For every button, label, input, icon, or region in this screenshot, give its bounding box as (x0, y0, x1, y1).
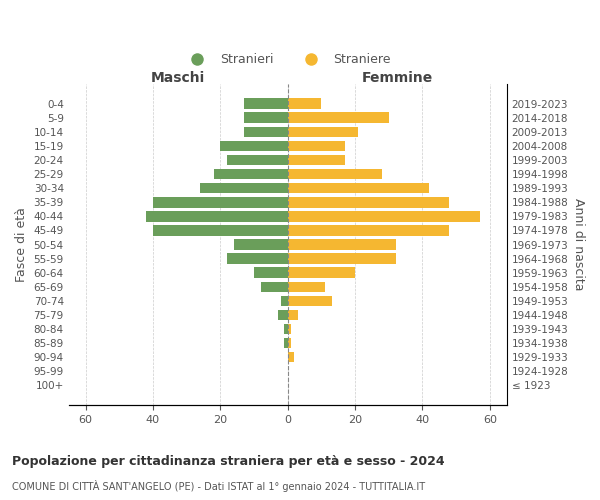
Bar (220, 140, 287, 151)
Bar (287, 98, 322, 109)
Bar (287, 225, 449, 235)
Bar (287, 268, 355, 278)
Y-axis label: Anni di nascita: Anni di nascita (572, 198, 585, 291)
Y-axis label: Fasce di età: Fasce di età (15, 207, 28, 282)
Text: COMUNE DI CITTÀ SANT'ANGELO (PE) - Dati ISTAT al 1° gennaio 2024 - TUTTITALIA.IT: COMUNE DI CITTÀ SANT'ANGELO (PE) - Dati … (12, 480, 425, 492)
Text: Popolazione per cittadinanza straniera per età e sesso - 2024: Popolazione per cittadinanza straniera p… (12, 455, 445, 468)
Bar (284, 338, 287, 348)
Bar (287, 240, 395, 250)
Bar (287, 197, 449, 207)
Bar (227, 155, 287, 166)
Bar (244, 98, 287, 109)
Bar (287, 140, 345, 151)
Bar (287, 169, 382, 179)
Bar (284, 324, 287, 334)
Bar (146, 211, 287, 222)
Bar (244, 112, 287, 123)
Bar (287, 254, 395, 264)
Text: Femmine: Femmine (362, 70, 433, 85)
Bar (153, 225, 287, 235)
Bar (287, 296, 331, 306)
Bar (234, 240, 287, 250)
Bar (287, 338, 291, 348)
Bar (287, 282, 325, 292)
Bar (281, 296, 287, 306)
Bar (153, 197, 287, 207)
Bar (287, 352, 295, 362)
Bar (244, 126, 287, 137)
Bar (287, 183, 429, 194)
Bar (214, 169, 287, 179)
Legend: Stranieri, Straniere: Stranieri, Straniere (179, 48, 395, 72)
Bar (287, 155, 345, 166)
Bar (278, 310, 287, 320)
Bar (254, 268, 287, 278)
Bar (200, 183, 287, 194)
Bar (287, 310, 298, 320)
Bar (287, 112, 389, 123)
Bar (287, 126, 358, 137)
Bar (287, 324, 291, 334)
Bar (227, 254, 287, 264)
Bar (287, 211, 480, 222)
Text: Maschi: Maschi (151, 70, 205, 85)
Bar (261, 282, 287, 292)
